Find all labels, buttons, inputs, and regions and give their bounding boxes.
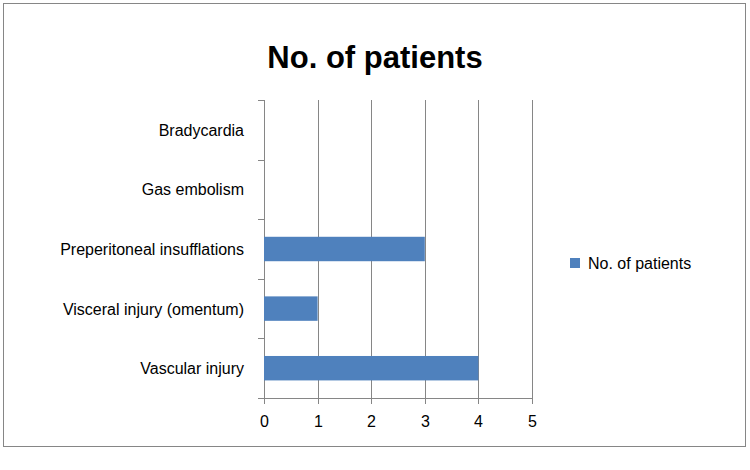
x-tick-label: 2: [367, 413, 376, 430]
y-tick: [258, 219, 264, 220]
legend-label: No. of patients: [588, 255, 691, 272]
bars: [264, 237, 478, 381]
y-tick-label: Vascular injury: [140, 360, 244, 377]
y-tick-label: Gas embolism: [142, 181, 244, 198]
x-axis-line: [264, 398, 533, 399]
y-tick: [258, 279, 264, 280]
y-tick: [258, 398, 264, 399]
y-tick: [258, 338, 264, 339]
y-tick-label: Visceral injury (omentum): [63, 301, 244, 318]
x-tick-label: 1: [314, 413, 323, 430]
y-tick: [258, 160, 264, 161]
bar: [264, 296, 318, 320]
grid-line: [425, 100, 426, 398]
grid-line: [532, 100, 533, 398]
grid: [265, 100, 533, 404]
grid-line: [478, 100, 479, 398]
bar: [264, 177, 265, 201]
x-tick-label: 4: [474, 413, 483, 430]
x-tick-label: 3: [421, 413, 430, 430]
y-tick: [258, 100, 264, 101]
x-tick-label: 0: [260, 413, 269, 430]
chart-svg: No. of patients 0 1 2 3 4 5 Vascular injury Visc…: [0, 0, 750, 470]
legend-swatch: [570, 258, 580, 268]
chart-container: No. of patients 0 1 2 3 4 5 Vascular injury Visc…: [0, 0, 750, 470]
bar: [264, 237, 425, 261]
chart-title: No. of patients: [267, 40, 482, 75]
legend: No. of patients: [570, 255, 691, 272]
x-tick-label: 5: [528, 413, 537, 430]
y-tick-label: Preperitoneal insufflations: [60, 241, 244, 258]
y-tick-label: Bradycardia: [159, 122, 244, 139]
bar: [264, 356, 478, 380]
bar: [264, 118, 265, 142]
chart-border: [4, 4, 746, 447]
